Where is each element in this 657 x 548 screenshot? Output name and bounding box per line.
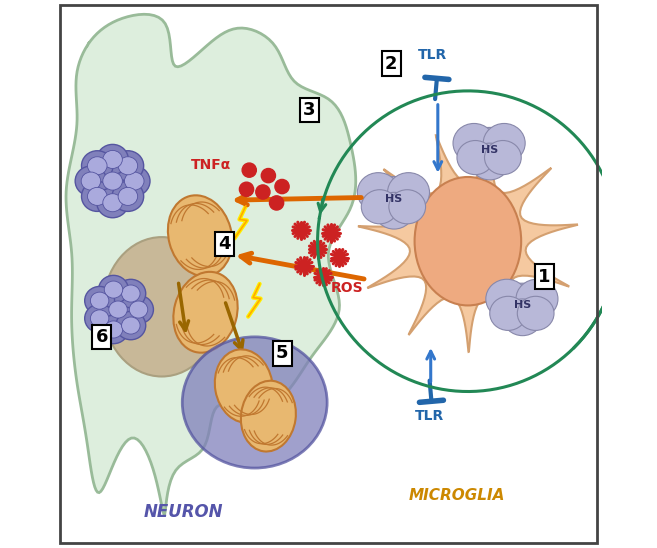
Ellipse shape bbox=[116, 279, 146, 308]
Text: TNFα: TNFα bbox=[191, 158, 231, 172]
Ellipse shape bbox=[389, 190, 426, 224]
Text: HS: HS bbox=[481, 145, 499, 155]
Ellipse shape bbox=[457, 140, 493, 175]
Ellipse shape bbox=[517, 296, 554, 330]
Circle shape bbox=[256, 185, 270, 199]
Ellipse shape bbox=[91, 310, 109, 327]
Text: 4: 4 bbox=[218, 235, 231, 253]
Ellipse shape bbox=[453, 123, 495, 163]
Ellipse shape bbox=[91, 292, 109, 309]
Circle shape bbox=[269, 196, 284, 210]
Ellipse shape bbox=[173, 272, 238, 353]
Ellipse shape bbox=[112, 181, 144, 212]
Ellipse shape bbox=[112, 151, 144, 181]
Ellipse shape bbox=[109, 301, 127, 318]
Text: ROS: ROS bbox=[331, 281, 364, 295]
Ellipse shape bbox=[168, 195, 232, 276]
Text: 2: 2 bbox=[385, 55, 397, 72]
Ellipse shape bbox=[116, 311, 146, 340]
Ellipse shape bbox=[122, 285, 140, 302]
Circle shape bbox=[242, 163, 256, 177]
Ellipse shape bbox=[102, 150, 122, 168]
Text: HS: HS bbox=[386, 194, 403, 204]
Ellipse shape bbox=[85, 287, 114, 315]
Ellipse shape bbox=[103, 237, 221, 376]
Ellipse shape bbox=[361, 190, 398, 224]
Text: MICROGLIA: MICROGLIA bbox=[409, 488, 505, 503]
Ellipse shape bbox=[129, 301, 148, 318]
Polygon shape bbox=[358, 135, 578, 352]
Polygon shape bbox=[66, 14, 355, 515]
Ellipse shape bbox=[124, 295, 154, 324]
Ellipse shape bbox=[486, 279, 528, 318]
Ellipse shape bbox=[103, 295, 133, 324]
Ellipse shape bbox=[388, 173, 430, 212]
Text: 5: 5 bbox=[276, 344, 288, 362]
Ellipse shape bbox=[365, 176, 423, 224]
Ellipse shape bbox=[357, 173, 399, 212]
Text: NEURON: NEURON bbox=[144, 503, 223, 521]
Ellipse shape bbox=[516, 279, 558, 318]
Text: 3: 3 bbox=[303, 101, 315, 119]
Ellipse shape bbox=[97, 166, 128, 196]
Ellipse shape bbox=[182, 337, 327, 468]
Circle shape bbox=[239, 182, 254, 196]
Ellipse shape bbox=[102, 172, 122, 190]
Text: HS: HS bbox=[514, 300, 531, 311]
Ellipse shape bbox=[87, 187, 107, 206]
Ellipse shape bbox=[81, 151, 113, 181]
Ellipse shape bbox=[461, 127, 518, 175]
Ellipse shape bbox=[489, 296, 526, 330]
Ellipse shape bbox=[374, 192, 414, 229]
Circle shape bbox=[261, 168, 275, 182]
Ellipse shape bbox=[493, 283, 551, 330]
Ellipse shape bbox=[75, 166, 106, 196]
Ellipse shape bbox=[124, 172, 144, 190]
Ellipse shape bbox=[97, 145, 128, 174]
Ellipse shape bbox=[118, 166, 150, 196]
Ellipse shape bbox=[241, 381, 296, 452]
Text: TLR: TLR bbox=[418, 48, 447, 62]
Ellipse shape bbox=[484, 140, 521, 175]
Ellipse shape bbox=[215, 350, 273, 423]
Ellipse shape bbox=[503, 299, 542, 336]
Ellipse shape bbox=[85, 304, 114, 333]
Ellipse shape bbox=[470, 143, 509, 180]
Ellipse shape bbox=[415, 177, 521, 305]
Ellipse shape bbox=[104, 281, 123, 298]
Ellipse shape bbox=[104, 321, 123, 338]
Ellipse shape bbox=[81, 172, 101, 190]
Ellipse shape bbox=[122, 317, 140, 334]
Ellipse shape bbox=[97, 188, 128, 218]
Ellipse shape bbox=[483, 123, 525, 163]
Text: 6: 6 bbox=[95, 328, 108, 346]
Ellipse shape bbox=[87, 157, 107, 175]
Ellipse shape bbox=[99, 315, 128, 344]
Ellipse shape bbox=[81, 181, 113, 212]
Ellipse shape bbox=[118, 187, 138, 206]
Ellipse shape bbox=[102, 193, 122, 212]
Ellipse shape bbox=[99, 275, 128, 304]
Text: 1: 1 bbox=[538, 268, 551, 286]
Ellipse shape bbox=[118, 157, 138, 175]
Circle shape bbox=[275, 179, 289, 193]
Text: TLR: TLR bbox=[415, 409, 444, 423]
